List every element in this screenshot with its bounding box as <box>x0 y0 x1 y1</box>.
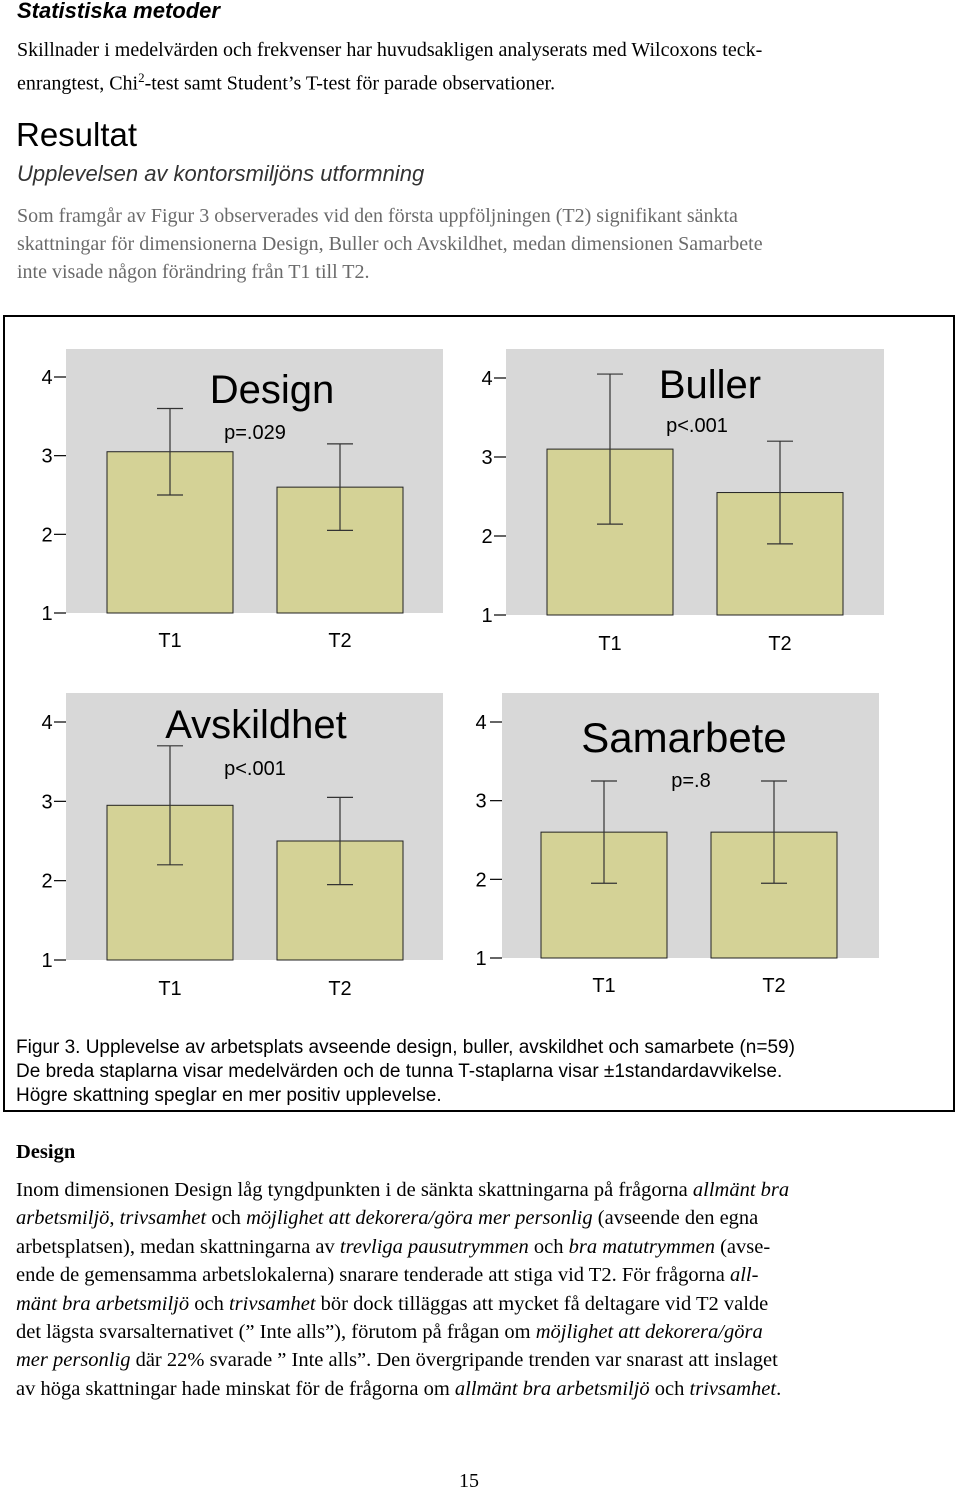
buller-chart-title: Buller <box>659 363 761 407</box>
samarbete-bar-t1 <box>540 831 668 959</box>
samarbete-y-tick-label: 1 <box>475 948 486 970</box>
design-line-1: Inom dimensionen Design låg tyngdpunkten… <box>16 1179 790 1201</box>
avskildhet-category-label: T2 <box>328 978 351 1000</box>
design-category-label: T2 <box>328 630 351 652</box>
avskildhet-y-tick-label: 1 <box>41 950 52 972</box>
avskildhet-y-tick-label: 3 <box>41 791 52 813</box>
avskildhet-y-tick-label: 4 <box>41 712 52 734</box>
results-line-1: Som framgår av Figur 3 observerades vid … <box>17 205 738 227</box>
section-heading-statistics: Statistiska metoder <box>17 0 220 23</box>
caption-line-2: De breda staplarna visar medelvärden och… <box>16 1061 783 1082</box>
buller-category-label: T2 <box>768 633 791 655</box>
design-category-label: T1 <box>158 630 181 652</box>
buller-y-tick-label: 4 <box>481 368 492 390</box>
caption-line-3: Högre skattning speglar en mer positiv u… <box>16 1085 442 1106</box>
design-line-6: det lägsta svarsalternativet (” Inte all… <box>16 1321 763 1344</box>
design-line-7: mer personlig där 22% svarade ” Inte all… <box>16 1349 778 1372</box>
statistics-line-2: enrangtest, Chi2-test samt Student’s T-t… <box>17 70 556 95</box>
samarbete-category-label: T2 <box>762 975 785 997</box>
samarbete-y-tick-label: 4 <box>475 712 486 734</box>
design-line-5: mänt bra arbetsmiljö och trivsamhet bör … <box>16 1292 769 1315</box>
statistics-line-1: Skillnader i medelvärden och frekvenser … <box>17 39 763 61</box>
buller-p-value: p<.001 <box>666 415 728 437</box>
buller-y-tick-label: 3 <box>481 447 492 469</box>
design-line-8: av höga skattningar hade minskat för de … <box>16 1377 782 1400</box>
caption-line-1: Figur 3. Upplevelse av arbetsplats avsee… <box>16 1037 795 1058</box>
results-heading: Resultat <box>16 116 138 153</box>
buller-y-tick-label: 2 <box>481 526 492 548</box>
buller-y-tick-label: 1 <box>481 605 492 627</box>
design-line-2: arbetsmiljö, trivsamhet och möjlighet at… <box>16 1207 759 1230</box>
buller-category-label: T1 <box>598 633 621 655</box>
samarbete-category-label: T1 <box>592 975 615 997</box>
figure-caption: Figur 3. Upplevelse av arbetsplats avsee… <box>16 1036 795 1108</box>
results-line-2: skattningar för dimensionerna Design, Bu… <box>17 233 763 255</box>
statistics-paragraph: Skillnader i medelvärden och frekvenser … <box>17 36 762 98</box>
design-y-tick-label: 2 <box>41 524 52 546</box>
design-heading: Design <box>16 1141 76 1163</box>
design-paragraph: Inom dimensionen Design låg tyngdpunkten… <box>16 1176 789 1403</box>
samarbete-p-value: p=.8 <box>671 770 710 792</box>
design-y-tick-label: 4 <box>41 367 52 389</box>
design-y-tick-label: 1 <box>41 603 52 625</box>
design-y-tick-label: 3 <box>41 446 52 468</box>
results-subheading: Upplevelsen av kontorsmiljöns utformning <box>17 161 425 186</box>
figure-frame <box>3 315 955 1112</box>
design-p-value: p=.029 <box>224 422 286 444</box>
results-line-3: inte visade någon förändring från T1 til… <box>17 261 370 283</box>
samarbete-bar-t2 <box>710 831 838 959</box>
results-paragraph: Som framgår av Figur 3 observerades vid … <box>17 202 763 286</box>
avskildhet-category-label: T1 <box>158 978 181 1000</box>
page-number: 15 <box>459 1470 479 1492</box>
avskildhet-p-value: p<.001 <box>224 758 286 780</box>
design-line-3: arbetsplatsen), medan skattningarna av t… <box>16 1235 771 1258</box>
design-chart-title: Design <box>210 368 335 412</box>
avskildhet-y-tick-label: 2 <box>41 871 52 893</box>
samarbete-y-tick-label: 3 <box>475 791 486 813</box>
figure-charts: 4 3 2 1 T1 T2 Design p=.029 4 3 2 1 T1 T2 Buller p<.001… <box>41 349 884 1000</box>
samarbete-chart-title: Samarbete <box>581 714 786 761</box>
avskildhet-chart-title: Avskildhet <box>165 703 347 747</box>
samarbete-y-tick-label: 2 <box>475 869 486 891</box>
design-line-4: ende de gemensamma arbetslokalerna) snar… <box>16 1264 759 1287</box>
